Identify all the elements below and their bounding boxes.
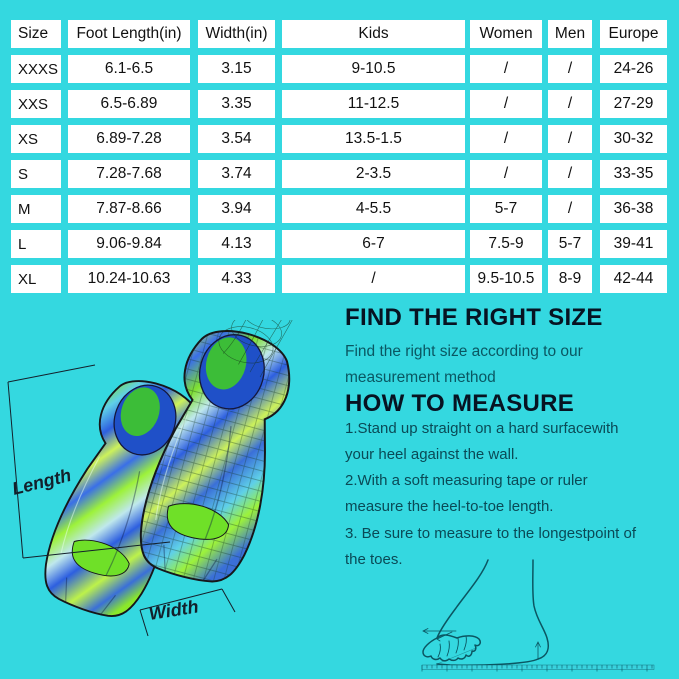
svg-text:Width: Width bbox=[147, 596, 199, 624]
svg-text:Length: Length bbox=[10, 465, 73, 499]
